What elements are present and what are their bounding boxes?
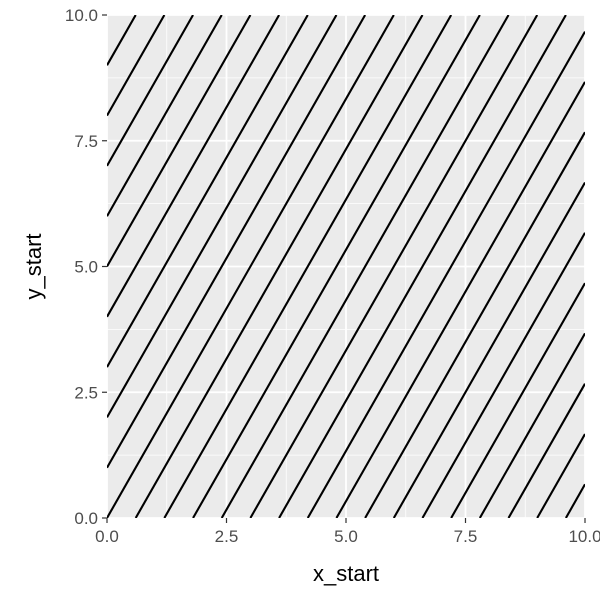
line-segments [107,15,585,518]
line-segment [107,15,252,268]
line-segment [392,181,585,518]
line-segment [335,81,585,518]
line-segment [107,15,166,117]
line-segment [278,15,567,518]
line-segment [364,131,585,518]
x-tick-label: 7.5 [454,527,478,546]
line-segment [107,15,194,167]
line-segment [134,15,424,518]
line-segment [306,31,585,518]
y-tick-label: 7.5 [74,132,98,151]
line-segment [107,15,280,318]
y-tick-label: 0.0 [74,509,98,528]
y-tick-label: 2.5 [74,383,98,402]
x-axis-ticks: 0.0 2.5 5.0 7.5 10.0 [95,518,600,546]
line-segment [507,383,585,518]
line-segment [249,15,539,518]
x-axis-title: x_start [313,561,379,586]
line-segment [107,15,137,66]
y-axis-ticks: 0.0 2.5 5.0 7.5 10.0 [65,6,107,528]
x-tick-label: 5.0 [334,527,358,546]
x-tick-label: 2.5 [215,527,239,546]
line-segment [536,433,585,518]
y-tick-label: 10.0 [65,6,98,25]
line-segment [564,483,585,518]
line-segment [450,282,585,518]
y-axis-title: y_start [21,233,46,299]
line-segment [107,15,367,469]
x-tick-label: 10.0 [568,527,600,546]
x-tick-label: 0.0 [95,527,119,546]
line-segment [107,15,338,418]
line-segment [220,15,510,518]
line-segment [107,15,223,217]
line-segment [478,332,585,518]
line-segment [192,15,481,518]
line-segment [163,15,453,518]
line-segment [107,15,309,368]
line-segment [107,15,395,518]
line-segment [421,232,585,518]
y-tick-label: 5.0 [74,258,98,277]
